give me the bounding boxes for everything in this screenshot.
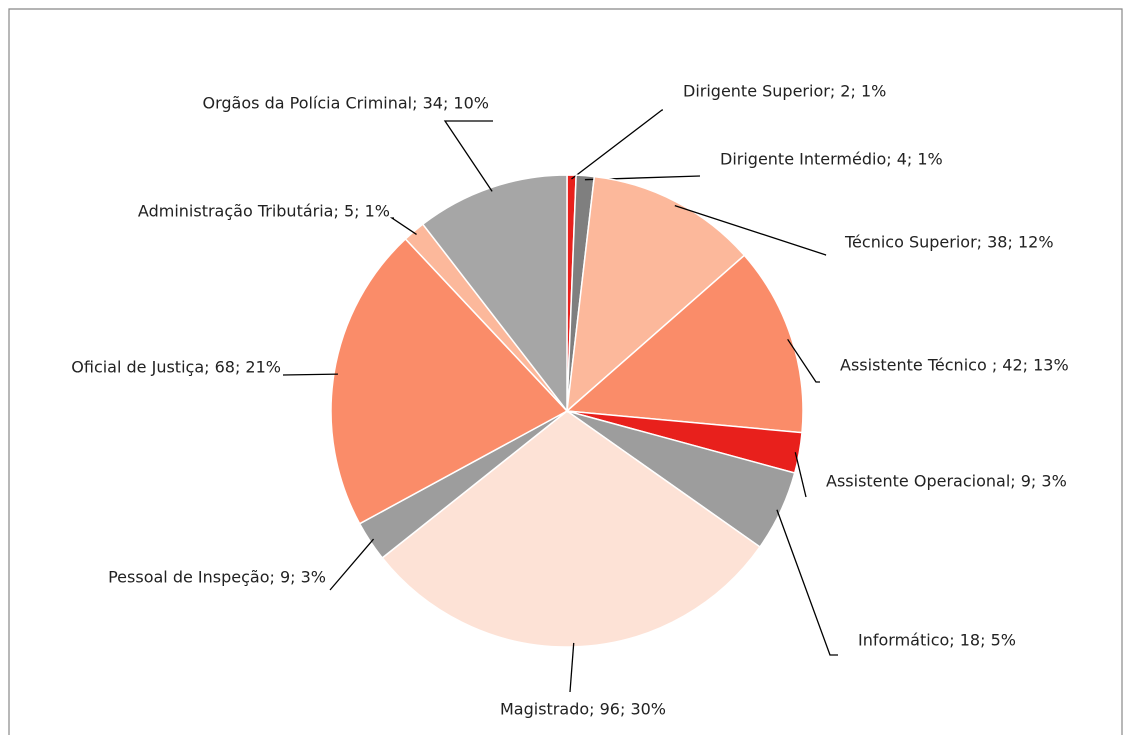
pie-slice: [566, 175, 746, 413]
leader-line: [674, 204, 827, 256]
data-label: Dirigente Superior; 2; 1%: [683, 82, 886, 101]
pie-slice: [565, 254, 804, 434]
chart-frame: [8, 8, 1123, 735]
data-label: Informático; 18; 5%: [858, 631, 1016, 650]
leader-line: [389, 217, 417, 235]
leader-line: [443, 120, 493, 192]
leader-line: [282, 373, 338, 376]
pie-slice: [330, 237, 569, 525]
data-label: Oficial de Justiça; 68; 21%: [71, 358, 281, 377]
data-label: Dirigente Intermédio; 4; 1%: [720, 150, 943, 169]
data-label: Assistente Operacional; 9; 3%: [826, 472, 1067, 491]
pie-slice: [421, 174, 568, 414]
data-label: Magistrado; 96; 30%: [500, 700, 666, 719]
leader-line: [569, 642, 575, 693]
leader-line: [794, 452, 807, 498]
data-label: Técnico Superior; 38; 12%: [844, 233, 1054, 252]
leader-line: [776, 509, 838, 656]
data-label: Assistente Técnico ; 42; 13%: [840, 356, 1069, 375]
data-label: Orgãos da Polícia Criminal; 34; 10%: [203, 94, 490, 113]
leader-line: [329, 538, 375, 591]
leader-line: [571, 109, 663, 180]
data-label: Pessoal de Inspeção; 9; 3%: [108, 568, 326, 587]
data-label: Administração Tributária; 5; 1%: [138, 202, 390, 221]
leader-line: [787, 338, 820, 383]
